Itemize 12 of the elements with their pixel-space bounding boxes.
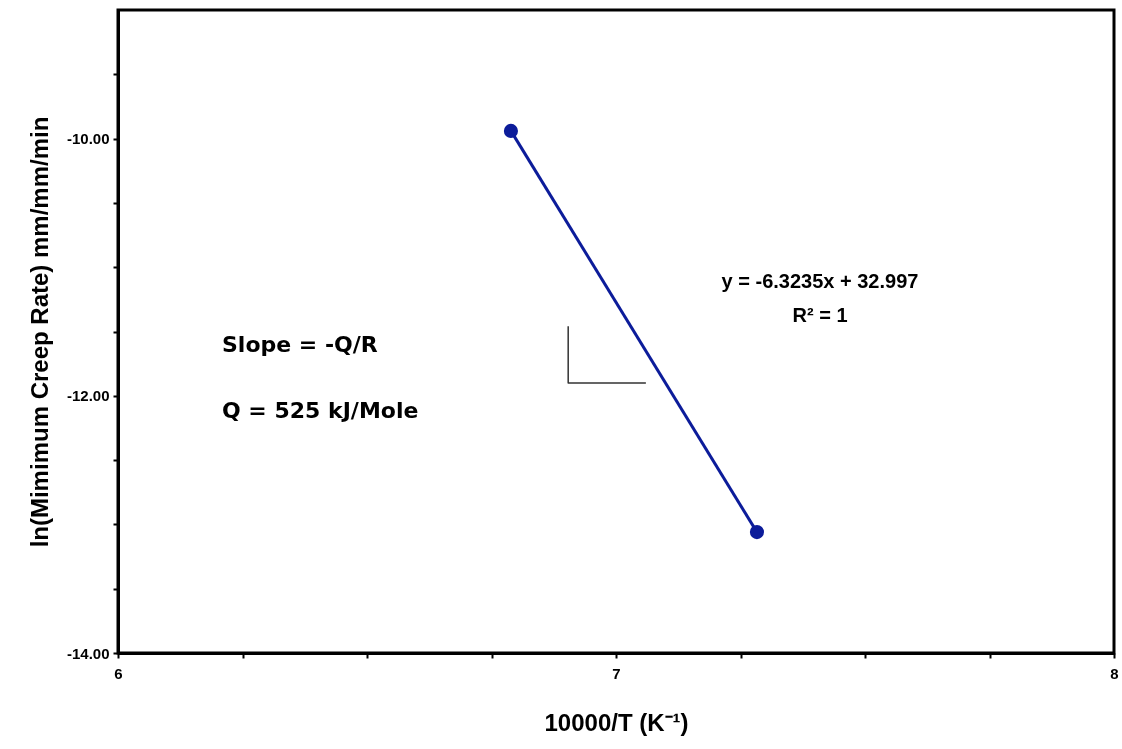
x-axis-title: 10000/T (K⁻¹) bbox=[544, 708, 689, 736]
y-tick-label: -10.00 bbox=[66, 130, 110, 148]
y-axis-title: ln(Mimimum Creep Rate) mm/mm/min bbox=[25, 116, 53, 548]
annotation: y = -6.3235x + 32.997 bbox=[721, 270, 919, 292]
y-tick-label: -12.00 bbox=[66, 387, 110, 405]
annotation: Q = 525 kJ/Mole bbox=[222, 398, 419, 423]
annotation: Slope = -Q/R bbox=[222, 332, 378, 357]
y-tick-label: -14.00 bbox=[66, 644, 110, 662]
x-tick-label: 6 bbox=[114, 664, 123, 682]
annotation: R² = 1 bbox=[792, 304, 848, 326]
x-tick-label: 7 bbox=[612, 664, 621, 682]
x-tick-label: 8 bbox=[1110, 664, 1119, 682]
